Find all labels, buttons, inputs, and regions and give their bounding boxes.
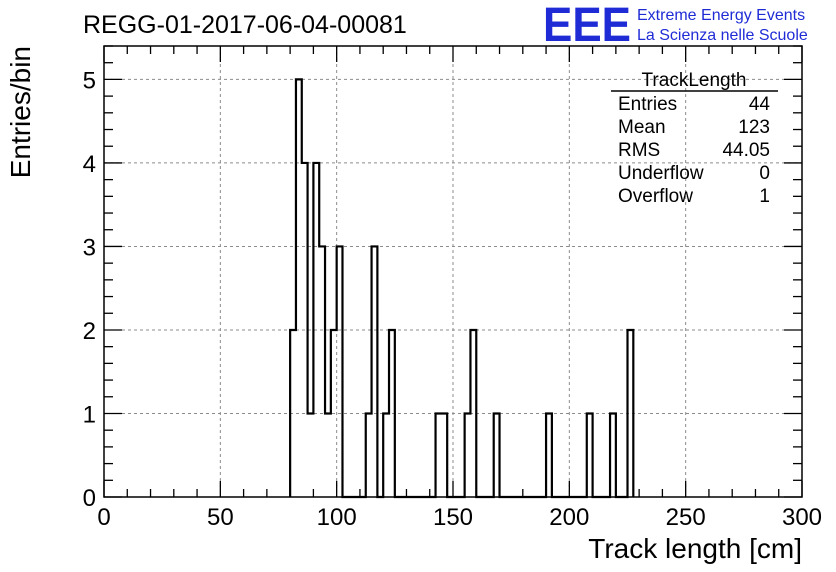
stats-value: 0 xyxy=(759,163,770,184)
y-tick-label: 3 xyxy=(83,234,96,261)
eee-logo: EEE xyxy=(543,0,631,52)
histogram-bin xyxy=(308,413,314,497)
x-tick-label: 100 xyxy=(317,504,357,531)
y-tick-label: 5 xyxy=(83,67,96,94)
logo-line-1: Extreme Energy Events xyxy=(637,7,805,24)
stats-box: TrackLength Entries 44 Mean 123 RMS 44.05 Unde… xyxy=(611,70,778,207)
stats-value: 123 xyxy=(738,117,770,138)
stats-label: Underflow xyxy=(618,163,704,184)
stats-value: 44.05 xyxy=(722,140,770,161)
chart-title: REGG-01-2017-06-04-00081 xyxy=(83,11,407,39)
y-tick-label: 2 xyxy=(83,318,96,345)
y-tick-label: 1 xyxy=(83,401,96,428)
x-tick-label: 50 xyxy=(207,504,234,531)
histogram-outline xyxy=(289,78,635,499)
x-axis-label: Track length [cm] xyxy=(588,533,802,564)
stats-label: Overflow xyxy=(618,186,693,207)
y-tick-label: 0 xyxy=(83,485,96,512)
grid-lines xyxy=(104,46,802,497)
x-tick-label: 0 xyxy=(97,504,110,531)
histogram-series xyxy=(289,78,635,499)
histogram-bin xyxy=(325,413,331,497)
stats-box-title: TrackLength xyxy=(642,70,747,91)
stats-rows: Entries 44 Mean 123 RMS 44.05 Underflow 0 Overfl… xyxy=(618,94,770,207)
x-tick-label: 300 xyxy=(782,504,822,531)
x-tick-label: 200 xyxy=(549,504,589,531)
plot-frame xyxy=(103,45,803,498)
histogram-bin xyxy=(436,413,448,497)
stats-label: RMS xyxy=(618,140,660,161)
stats-label: Mean xyxy=(618,117,666,138)
x-tick-label: 150 xyxy=(433,504,473,531)
y-axis-label: Entries/bin xyxy=(5,46,36,178)
logo-line-2: La Scienza nelle Scuole xyxy=(637,27,808,44)
stats-label: Entries xyxy=(618,94,677,115)
stats-value: 44 xyxy=(749,94,771,115)
x-tick-label: 250 xyxy=(666,504,706,531)
stats-value: 1 xyxy=(759,186,770,207)
y-tick-label: 4 xyxy=(83,151,96,178)
